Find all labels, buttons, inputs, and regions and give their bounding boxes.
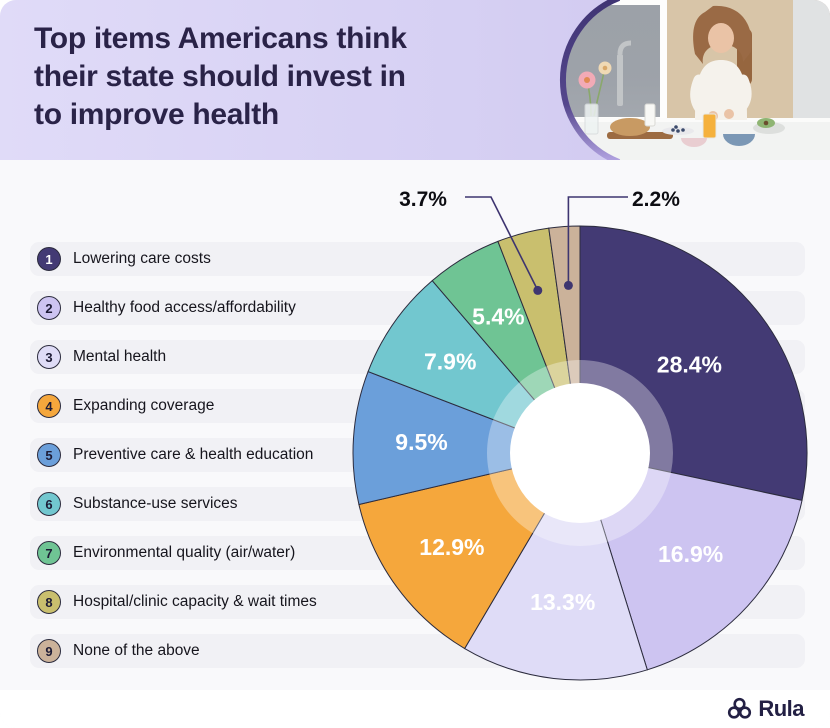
pie-callout-label: 2.2%	[632, 188, 680, 211]
pie-value-label: 5.4%	[472, 304, 524, 330]
pie-callout-label: 3.7%	[399, 188, 447, 211]
legend-badge: 5	[37, 443, 61, 467]
legend-label: Healthy food access/affordability	[73, 299, 296, 316]
legend-badge: 1	[37, 247, 61, 271]
pie-value-label: 16.9%	[658, 541, 723, 567]
rula-logo-icon	[728, 697, 752, 719]
callout-leader-line	[567, 196, 628, 286]
legend-label: None of the above	[73, 642, 200, 659]
legend-badge: 2	[37, 296, 61, 320]
callout-dot	[533, 285, 543, 295]
pie-slice-3	[463, 451, 648, 681]
pie-chart: 28.4% 16.9% 13.3% 12.9% 9.5% 7.9% 5.4% 3.7% 2.2%	[352, 188, 808, 681]
legend-badge: 8	[37, 590, 61, 614]
legend-label: Environmental quality (air/water)	[73, 544, 296, 561]
pie-slice-5	[352, 370, 582, 506]
legend-badge: 9	[37, 639, 61, 663]
legend-label: Expanding coverage	[73, 397, 215, 414]
footer: Rula	[0, 690, 830, 728]
pie-value-label: 13.3%	[530, 589, 595, 615]
donut-hole	[510, 383, 650, 523]
legend-label: Mental health	[73, 348, 167, 365]
title-line-1: Top items Americans think	[34, 22, 407, 55]
legend-badge: 6	[37, 492, 61, 516]
legend-badge: 7	[37, 541, 61, 565]
title-line-3: to improve health	[34, 98, 279, 131]
pie-slice-2	[579, 452, 803, 671]
header-photo-illustration	[559, 0, 830, 160]
callout-dot	[563, 280, 573, 290]
pie-value-label: 12.9%	[419, 534, 484, 560]
pie-value-label: 9.5%	[395, 429, 447, 455]
brand-logo: Rula	[726, 696, 804, 722]
legend-badge: 3	[37, 345, 61, 369]
page-title: Top items Americans think their state sh…	[34, 20, 407, 134]
pie-value-label: 7.9%	[424, 348, 476, 374]
legend-label: Preventive care & health education	[73, 446, 314, 463]
header: Top items Americans think their state sh…	[0, 0, 830, 160]
legend-label: Substance-use services	[73, 495, 238, 512]
brand-name: Rula	[758, 696, 804, 721]
pie-value-label: 28.4%	[657, 352, 722, 378]
title-line-2: their state should invest in	[34, 60, 406, 93]
pie-slice-4	[358, 452, 582, 650]
legend-label: Hospital/clinic capacity & wait times	[73, 593, 317, 610]
legend-label: Lowering care costs	[73, 250, 211, 267]
callout-leader-line	[465, 196, 539, 291]
legend-badge: 4	[37, 394, 61, 418]
